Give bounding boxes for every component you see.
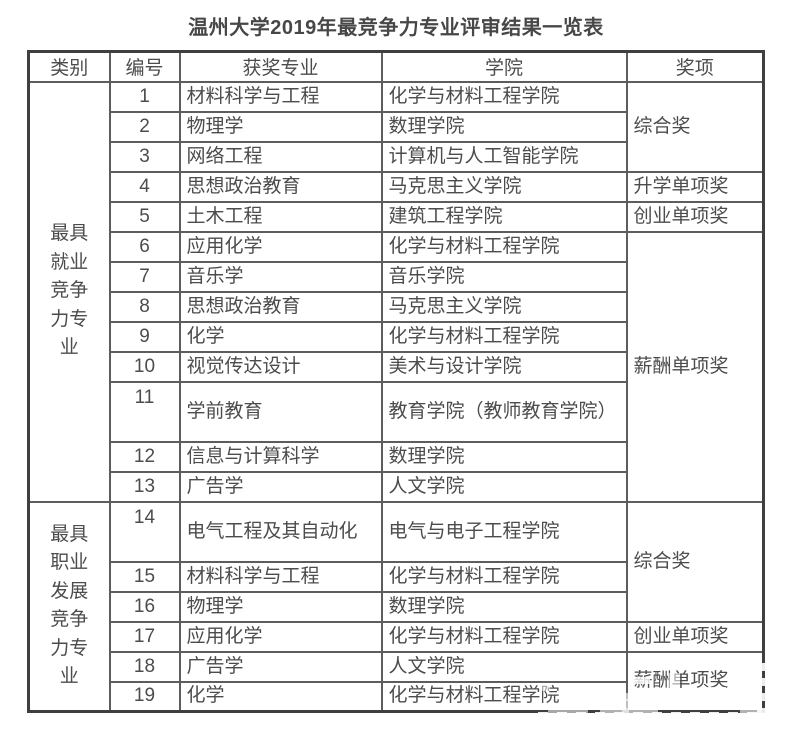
row-number-cell: 3 bbox=[108, 140, 181, 173]
row-number-cell: 4 bbox=[108, 170, 181, 203]
table-row: 18 广告学 人文学院 薪酬单项奖 bbox=[29, 650, 765, 713]
college-cell: 数理学院 bbox=[380, 590, 628, 623]
college-cell: 化学与材料工程学院 bbox=[380, 320, 628, 353]
major-cell: 应用化学 bbox=[178, 620, 383, 653]
college-cell: 数理学院 bbox=[380, 440, 628, 473]
watermark-dash bbox=[538, 712, 784, 721]
row-number-cell: 19 bbox=[108, 680, 181, 713]
major-cell: 思想政治教育 bbox=[178, 170, 383, 203]
row-number-cell: 11 bbox=[108, 380, 181, 443]
row-number-cell: 2 bbox=[108, 110, 181, 143]
col-header-category: 类别 bbox=[27, 50, 111, 83]
table-row: 17 应用化学 化学与材料工程学院 创业单项奖 bbox=[29, 620, 765, 653]
major-cell: 材料科学与工程 bbox=[178, 560, 383, 593]
table-row: 12 信息与计算科学 数理学院 bbox=[29, 440, 764, 473]
table-row: 7 音乐学 音乐学院 bbox=[29, 260, 764, 293]
college-cell: 化学与材料工程学院 bbox=[380, 80, 628, 113]
col-header-number: 编号 bbox=[108, 50, 181, 83]
row-number-cell: 1 bbox=[108, 80, 181, 113]
table-row: 10 视觉传达设计 美术与设计学院 bbox=[29, 350, 764, 383]
row-number-cell: 9 bbox=[108, 320, 181, 353]
row-number-cell: 7 bbox=[108, 260, 181, 293]
major-cell: 物理学 bbox=[178, 590, 383, 623]
row-number-cell: 8 bbox=[108, 290, 181, 323]
major-cell: 信息与计算科学 bbox=[178, 440, 383, 473]
major-cell: 化学 bbox=[178, 680, 383, 713]
table-row: 15 材料科学与工程 化学与材料工程学院 bbox=[29, 560, 764, 593]
document-page: 温州大学2019年最竞争力专业评审结果一览表 类别 编号 获奖专业 学院 奖项 … bbox=[0, 11, 792, 735]
category-cell: 最具 就业 竞争 力专 业 bbox=[27, 80, 111, 503]
table-row: 16 物理学 数理学院 bbox=[29, 590, 764, 623]
college-cell: 化学与材料工程学院 bbox=[380, 620, 628, 653]
major-cell: 思想政治教育 bbox=[178, 290, 383, 323]
row-number-cell: 17 bbox=[108, 620, 181, 653]
major-cell: 物理学 bbox=[178, 110, 383, 143]
college-cell: 马克思主义学院 bbox=[380, 290, 628, 323]
college-cell: 建筑工程学院 bbox=[380, 200, 628, 233]
college-cell: 音乐学院 bbox=[380, 260, 628, 293]
award-cell: 薪酬单项奖 bbox=[625, 650, 765, 713]
award-cell: 薪酬单项奖 bbox=[625, 230, 765, 503]
major-cell: 化学 bbox=[178, 320, 383, 353]
header-row: 类别 编号 获奖专业 学院 奖项 bbox=[27, 50, 765, 83]
row-number-cell: 16 bbox=[108, 590, 181, 623]
table-row: 6 应用化学 化学与材料工程学院 薪酬单项奖 bbox=[29, 230, 765, 503]
row-number-cell: 10 bbox=[108, 350, 181, 383]
page-title: 温州大学2019年最竞争力专业评审结果一览表 bbox=[188, 17, 604, 39]
major-cell: 广告学 bbox=[178, 470, 383, 503]
college-cell: 人文学院 bbox=[380, 650, 628, 683]
college-cell: 教育学院（教师教育学院） bbox=[380, 380, 628, 443]
college-cell: 人文学院 bbox=[380, 470, 628, 503]
major-cell: 学前教育 bbox=[178, 380, 383, 443]
table-row: 13 广告学 人文学院 bbox=[29, 470, 764, 503]
award-cell: 创业单项奖 bbox=[625, 620, 765, 653]
award-cell: 综合奖 bbox=[625, 500, 765, 623]
table-row: 3 网络工程 计算机与人工智能学院 bbox=[29, 140, 764, 173]
row-number-cell: 13 bbox=[108, 470, 181, 503]
results-table: 类别 编号 获奖专业 学院 奖项 最具 就业 竞争 力专 业 1 材料科学与工程 化学… bbox=[27, 50, 765, 713]
college-cell: 电气与电子工程学院 bbox=[380, 500, 628, 563]
college-cell: 化学与材料工程学院 bbox=[380, 560, 628, 593]
row-number-cell: 12 bbox=[108, 440, 181, 473]
row-number-cell: 5 bbox=[108, 200, 181, 233]
college-cell: 计算机与人工智能学院 bbox=[380, 140, 628, 173]
major-cell: 土木工程 bbox=[178, 200, 383, 233]
major-cell: 网络工程 bbox=[178, 140, 383, 173]
college-cell: 化学与材料工程学院 bbox=[380, 680, 628, 713]
award-cell: 综合奖 bbox=[625, 80, 765, 173]
major-cell: 音乐学 bbox=[178, 260, 383, 293]
major-cell: 材料科学与工程 bbox=[178, 80, 383, 113]
award-cell: 创业单项奖 bbox=[625, 200, 765, 233]
col-header-major: 获奖专业 bbox=[178, 50, 383, 83]
col-header-college: 学院 bbox=[380, 50, 628, 83]
row-number-cell: 15 bbox=[108, 560, 181, 593]
college-cell: 数理学院 bbox=[380, 110, 628, 143]
table-row: 4 思想政治教育 马克思主义学院 升学单项奖 bbox=[29, 170, 765, 203]
table-row: 2 物理学 数理学院 bbox=[29, 110, 764, 143]
table-row: 最具 职业 发展 竞争 力专 业 14 电气工程及其自动化 电气与电子工程学院 综合奖 bbox=[27, 500, 765, 713]
table-row: 5 土木工程 建筑工程学院 创业单项奖 bbox=[29, 200, 765, 233]
college-cell: 马克思主义学院 bbox=[380, 170, 628, 203]
row-number-cell: 18 bbox=[108, 650, 181, 683]
college-cell: 化学与材料工程学院 bbox=[380, 230, 628, 263]
row-number-cell: 6 bbox=[108, 230, 181, 263]
table-row: 最具 就业 竞争 力专 业 1 材料科学与工程 化学与材料工程学院 综合奖 bbox=[27, 80, 765, 503]
category-cell: 最具 职业 发展 竞争 力专 业 bbox=[27, 500, 111, 713]
table-row: 11 学前教育 教育学院（教师教育学院） bbox=[29, 380, 764, 443]
major-cell: 应用化学 bbox=[178, 230, 383, 263]
table-row: 8 思想政治教育 马克思主义学院 bbox=[29, 290, 764, 323]
college-cell: 美术与设计学院 bbox=[380, 350, 628, 383]
major-cell: 广告学 bbox=[178, 650, 383, 683]
award-cell: 升学单项奖 bbox=[625, 170, 765, 203]
col-header-award: 奖项 bbox=[625, 50, 765, 83]
table-row: 9 化学 化学与材料工程学院 bbox=[29, 320, 764, 353]
major-cell: 电气工程及其自动化 bbox=[178, 500, 383, 563]
row-number-cell: 14 bbox=[108, 500, 181, 563]
major-cell: 视觉传达设计 bbox=[178, 350, 383, 383]
